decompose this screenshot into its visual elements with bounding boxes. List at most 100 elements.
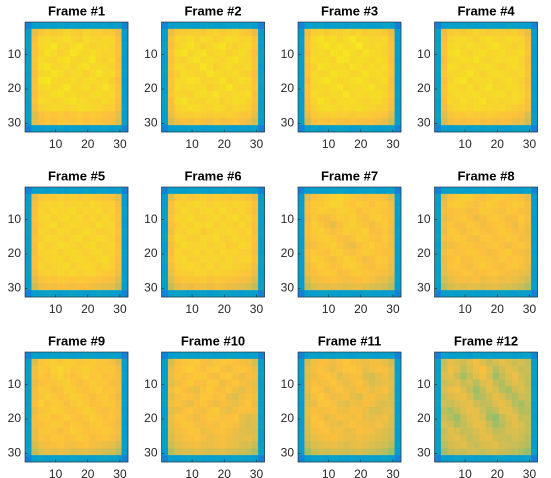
heatmap-cell bbox=[486, 276, 493, 283]
heatmap-cell bbox=[362, 215, 369, 222]
heatmap-cell bbox=[194, 441, 201, 448]
heatmap-cell bbox=[64, 270, 71, 277]
heatmap-cell bbox=[317, 455, 324, 462]
heatmap-cell bbox=[109, 276, 116, 283]
heatmap-cell bbox=[369, 270, 376, 277]
heatmap-cell bbox=[486, 242, 493, 249]
heatmap-cell bbox=[460, 43, 467, 50]
heatmap-cell bbox=[447, 105, 454, 112]
heatmap-cell bbox=[213, 407, 220, 414]
heatmap-cell bbox=[324, 249, 331, 256]
heatmap-cell bbox=[337, 63, 344, 70]
heatmap-cell bbox=[388, 435, 395, 442]
heatmap-cell bbox=[311, 393, 318, 400]
heatmap-cell bbox=[356, 194, 363, 201]
heatmap-cell bbox=[115, 366, 122, 373]
heatmap-cell bbox=[83, 441, 90, 448]
heatmap-cell bbox=[258, 441, 265, 448]
heatmap-cell bbox=[25, 242, 32, 249]
heatmap-cell bbox=[531, 263, 538, 270]
heatmap-cell bbox=[25, 194, 32, 201]
heatmap-cell bbox=[70, 428, 77, 435]
heatmap-cell bbox=[505, 400, 512, 407]
heatmap-cell bbox=[311, 22, 318, 29]
heatmap-cell bbox=[324, 435, 331, 442]
heatmap-cell bbox=[518, 366, 525, 373]
heatmap-cell bbox=[181, 208, 188, 215]
heatmap-cell bbox=[298, 414, 305, 421]
heatmap-cell bbox=[25, 201, 32, 208]
heatmap-cell bbox=[460, 228, 467, 235]
heatmap-cell bbox=[337, 22, 344, 29]
heatmap-cell bbox=[207, 435, 214, 442]
heatmap-cell bbox=[232, 235, 239, 242]
heatmap-cell bbox=[330, 22, 337, 29]
heatmap-cell bbox=[454, 235, 461, 242]
heatmap-cell bbox=[162, 98, 169, 105]
heatmap-cell bbox=[252, 435, 259, 442]
heatmap-cell bbox=[51, 428, 58, 435]
heatmap-cell bbox=[77, 50, 84, 57]
heatmap-cell bbox=[232, 215, 239, 222]
heatmap-cell bbox=[382, 56, 389, 63]
heatmap-cell bbox=[245, 249, 252, 256]
subplot: Frame #12102030102030 bbox=[417, 333, 538, 478]
heatmap-cell bbox=[109, 366, 116, 373]
heatmap-cell bbox=[435, 77, 442, 84]
subplot-title: Frame #10 bbox=[181, 333, 245, 348]
heatmap-cell bbox=[96, 373, 103, 380]
heatmap-cell bbox=[226, 91, 233, 98]
heatmap-cell bbox=[187, 421, 194, 428]
heatmap-cell bbox=[168, 249, 175, 256]
heatmap-cell bbox=[375, 56, 382, 63]
heatmap-cell bbox=[64, 194, 71, 201]
heatmap-cell bbox=[492, 111, 499, 118]
heatmap-cell bbox=[194, 56, 201, 63]
heatmap-cell bbox=[38, 84, 45, 91]
heatmap-cell bbox=[343, 428, 350, 435]
heatmap-cell bbox=[324, 63, 331, 70]
heatmap-cell bbox=[480, 448, 487, 455]
heatmap-cell bbox=[343, 352, 350, 359]
heatmap-cell bbox=[473, 125, 480, 132]
heatmap-cell bbox=[362, 283, 369, 290]
heatmap-cell bbox=[57, 407, 64, 414]
heatmap-cell bbox=[162, 105, 169, 112]
heatmap-cell bbox=[57, 386, 64, 393]
heatmap-cell bbox=[362, 441, 369, 448]
heatmap-cell bbox=[311, 235, 318, 242]
heatmap-cell bbox=[115, 359, 122, 366]
y-tick-label: 10 bbox=[8, 212, 22, 226]
heatmap-cell bbox=[96, 276, 103, 283]
heatmap-cell bbox=[369, 70, 376, 77]
heatmap-cell bbox=[512, 22, 519, 29]
heatmap-cell bbox=[454, 125, 461, 132]
heatmap-cell bbox=[64, 263, 71, 270]
heatmap-cell bbox=[252, 91, 259, 98]
heatmap-cell bbox=[122, 290, 129, 297]
heatmap-cell bbox=[83, 194, 90, 201]
heatmap-cell bbox=[460, 283, 467, 290]
heatmap-cell bbox=[518, 70, 525, 77]
heatmap-cell bbox=[194, 111, 201, 118]
heatmap-cell bbox=[512, 276, 519, 283]
heatmap-cell bbox=[57, 228, 64, 235]
heatmap-cell bbox=[187, 283, 194, 290]
heatmap-cell bbox=[57, 63, 64, 70]
heatmap-cell bbox=[435, 263, 442, 270]
heatmap-cell bbox=[96, 111, 103, 118]
heatmap-cell bbox=[356, 407, 363, 414]
heatmap-cell bbox=[252, 98, 259, 105]
heatmap-cell bbox=[330, 187, 337, 194]
heatmap-cell bbox=[395, 290, 402, 297]
heatmap-cell bbox=[330, 105, 337, 112]
heatmap-cell bbox=[447, 56, 454, 63]
heatmap-cell bbox=[330, 263, 337, 270]
heatmap-cell bbox=[226, 249, 233, 256]
heatmap-cell bbox=[77, 235, 84, 242]
heatmap-cell bbox=[102, 36, 109, 43]
heatmap-cell bbox=[441, 242, 448, 249]
heatmap-cell bbox=[207, 386, 214, 393]
heatmap-cell bbox=[245, 448, 252, 455]
heatmap-cell bbox=[447, 29, 454, 36]
